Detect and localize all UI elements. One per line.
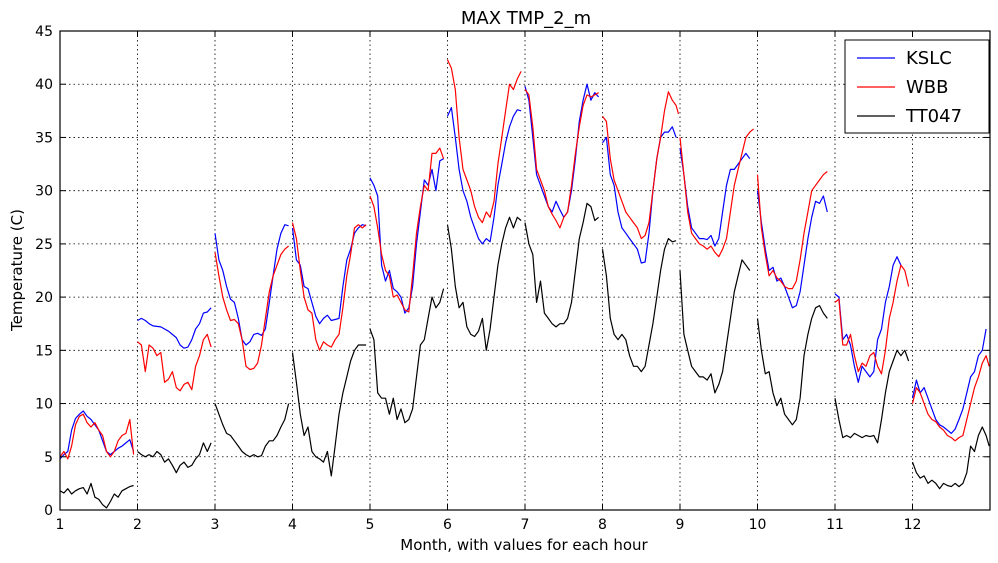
series-line-tt047: [137, 442, 212, 474]
x-tick-label: 4: [288, 517, 297, 533]
series-line-kslc: [602, 126, 677, 264]
x-tick-label: 1: [56, 517, 65, 533]
series-line-tt047: [59, 482, 134, 509]
series-line-tt047: [369, 288, 445, 424]
y-tick-label: 0: [44, 503, 53, 519]
y-tick-label: 40: [35, 77, 53, 93]
y-tick-label: 25: [35, 237, 53, 253]
legend-label-kslc: KSLC: [906, 48, 952, 69]
x-tick-label: 9: [676, 517, 685, 533]
series-line-wbb: [834, 264, 910, 375]
series-line-tt047: [291, 344, 367, 477]
y-tick-label: 20: [35, 290, 53, 306]
series-line-wbb: [137, 333, 212, 392]
legend: KSLC WBB TT047: [844, 39, 990, 134]
series-line-wbb: [602, 91, 680, 240]
x-tick-label: 11: [826, 517, 844, 533]
series-line-tt047: [214, 403, 290, 458]
series-line-kslc: [137, 307, 212, 349]
series-line-wbb: [291, 222, 367, 351]
series-line-kslc: [756, 190, 828, 309]
series-line-kslc: [679, 148, 751, 247]
series-line-wbb: [369, 147, 445, 313]
series-line-tt047: [446, 216, 522, 351]
y-axis-label: Temperature (C): [8, 209, 26, 332]
chart-title: MAX TMP_2_m: [461, 8, 591, 29]
series-line-wbb: [756, 171, 828, 290]
series-line-tt047: [756, 305, 828, 426]
x-tick-label: 10: [749, 517, 767, 533]
legend-label-wbb: WBB: [906, 77, 949, 98]
series-line-tt047: [601, 238, 677, 373]
y-tick-label: 30: [35, 184, 53, 200]
x-tick-label: 8: [598, 517, 607, 533]
series-line-wbb: [911, 355, 990, 442]
series-line-kslc: [834, 256, 902, 383]
x-tick-label: 7: [521, 517, 530, 533]
series-line-wbb: [446, 59, 522, 224]
x-axis-label: Month, with values for each hour: [400, 536, 648, 554]
series-line-tt047: [834, 349, 910, 444]
series-line-tt047: [524, 202, 599, 328]
series-line-wbb: [214, 245, 289, 371]
legend-label-tt047: TT047: [905, 106, 962, 127]
x-tick-label: 2: [133, 517, 142, 533]
series-line-kslc: [214, 224, 289, 346]
axis-ticks: [59, 30, 990, 511]
series-line-tt047: [911, 426, 990, 490]
y-tick-label: 5: [44, 450, 53, 466]
series-line-wbb: [679, 128, 754, 258]
series-lines: [59, 59, 990, 509]
x-tick-label: 6: [443, 517, 452, 533]
x-tick-label: 12: [904, 517, 922, 533]
series-line-wbb: [524, 89, 599, 229]
x-tick-label: 5: [366, 517, 375, 533]
series-line-kslc: [524, 83, 600, 218]
y-tick-label: 10: [35, 397, 53, 413]
series-line-kslc: [911, 328, 987, 434]
y-tick-label: 45: [35, 24, 53, 40]
y-tick-label: 35: [35, 130, 53, 146]
series-line-kslc: [446, 106, 522, 245]
series-line-wbb: [59, 413, 135, 460]
x-tick-label: 3: [211, 517, 220, 533]
series-line-tt047: [679, 259, 751, 394]
y-tick-label: 15: [35, 343, 53, 359]
